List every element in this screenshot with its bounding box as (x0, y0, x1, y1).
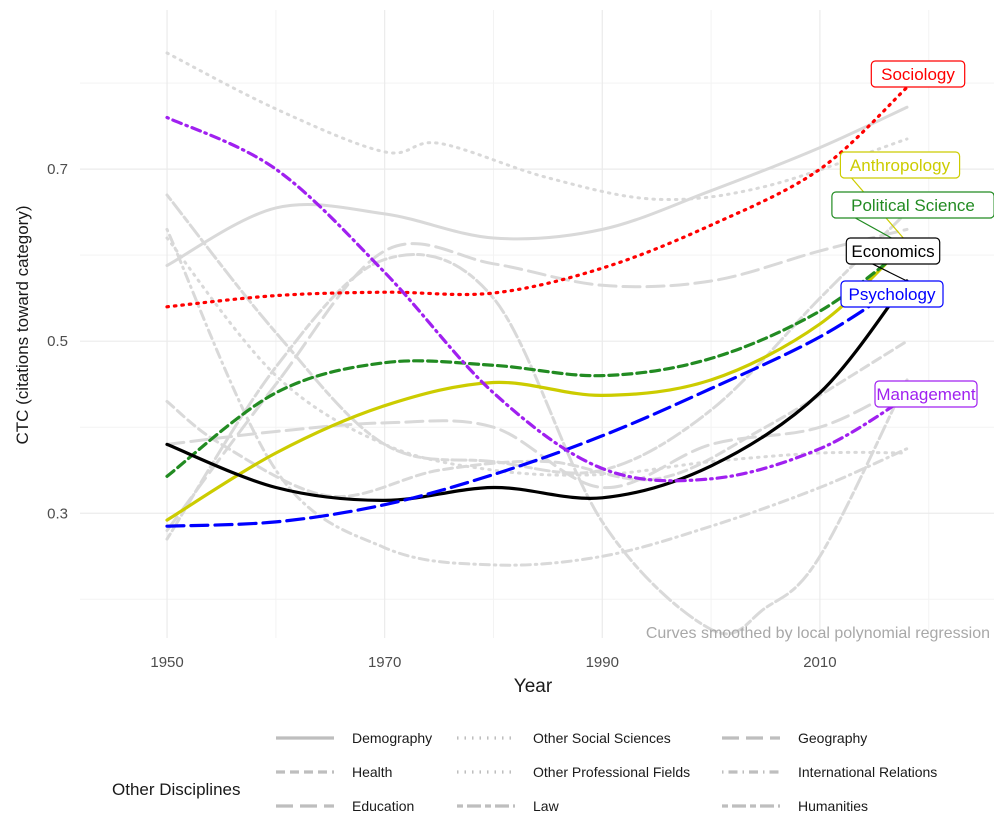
svg-text:Anthropology: Anthropology (850, 156, 951, 175)
y-axis-label: CTC (citations toward category) (13, 205, 32, 444)
svg-text:Health: Health (352, 764, 392, 780)
legend-item-education: Education (276, 798, 414, 814)
label-sociology: Sociology (870, 60, 966, 88)
x-tick-label: 1970 (368, 654, 401, 671)
svg-text:Psychology: Psychology (849, 285, 936, 304)
series-labels: Sociology Anthropology Political Science Ec… (831, 60, 994, 408)
smoothing-note: Curves smoothed by local polynomial regr… (646, 625, 990, 642)
svg-text:Sociology: Sociology (881, 65, 955, 84)
svg-text:Demography: Demography (352, 730, 432, 746)
x-tick-label: 1950 (150, 654, 183, 671)
legend-item-other-social-sciences: Other Social Sciences (457, 730, 671, 746)
svg-text:Management: Management (876, 385, 976, 404)
line-international-relations (165, 227, 909, 567)
line-education (165, 382, 909, 490)
svg-text:Law: Law (533, 798, 560, 814)
line-economics (165, 279, 909, 503)
y-tick-label: 0.7 (47, 161, 68, 178)
x-tick-label: 2010 (803, 654, 836, 671)
line-political-science (165, 245, 909, 478)
svg-text:Political Science: Political Science (851, 196, 975, 215)
axes: 1950 1970 1990 2010 0.3 0.5 0.7 (47, 161, 836, 671)
line-sociology (165, 85, 909, 309)
svg-text:Education: Education (352, 798, 414, 814)
legend-item-international-relations: International Relations (722, 764, 937, 780)
label-management: Management (874, 380, 978, 408)
grid (80, 10, 994, 638)
x-tick-label: 1990 (586, 654, 619, 671)
line-psychology (165, 279, 909, 528)
svg-text:Other Professional Fields: Other Professional Fields (533, 764, 690, 780)
label-economics: Economics (845, 237, 941, 265)
legend: Other Disciplines Demography Health Educat… (112, 730, 937, 814)
legend-item-other-professional-fields: Other Professional Fields (457, 764, 690, 780)
svg-text:Economics: Economics (851, 242, 934, 261)
line-law (165, 193, 909, 475)
x-axis-label: Year (514, 676, 553, 697)
highlighted-discipline-lines (165, 85, 909, 528)
line-health (165, 339, 909, 499)
line-geography (165, 227, 909, 532)
svg-text:International Relations: International Relations (798, 764, 937, 780)
legend-title: Other Disciplines (112, 780, 241, 799)
svg-text:Other Social Sciences: Other Social Sciences (533, 730, 671, 746)
line-humanities (165, 253, 909, 636)
legend-item-demography: Demography (276, 730, 432, 746)
legend-item-geography: Geography (722, 730, 867, 746)
y-tick-label: 0.5 (47, 333, 68, 350)
label-anthropology: Anthropology (839, 151, 961, 179)
legend-item-health: Health (276, 764, 392, 780)
line-other-professional-fields (165, 236, 909, 477)
svg-text:Geography: Geography (798, 730, 867, 746)
other-discipline-lines (165, 51, 909, 636)
svg-text:Humanities: Humanities (798, 798, 868, 814)
y-tick-label: 0.3 (47, 505, 68, 522)
line-demography (165, 105, 909, 267)
line-anthropology (165, 240, 909, 522)
label-political-science: Political Science (831, 191, 994, 219)
line-management (165, 115, 909, 483)
line-other-social-sciences (165, 51, 909, 202)
legend-item-law: Law (457, 798, 560, 814)
legend-item-humanities: Humanities (722, 798, 868, 814)
label-psychology: Psychology (840, 280, 944, 308)
